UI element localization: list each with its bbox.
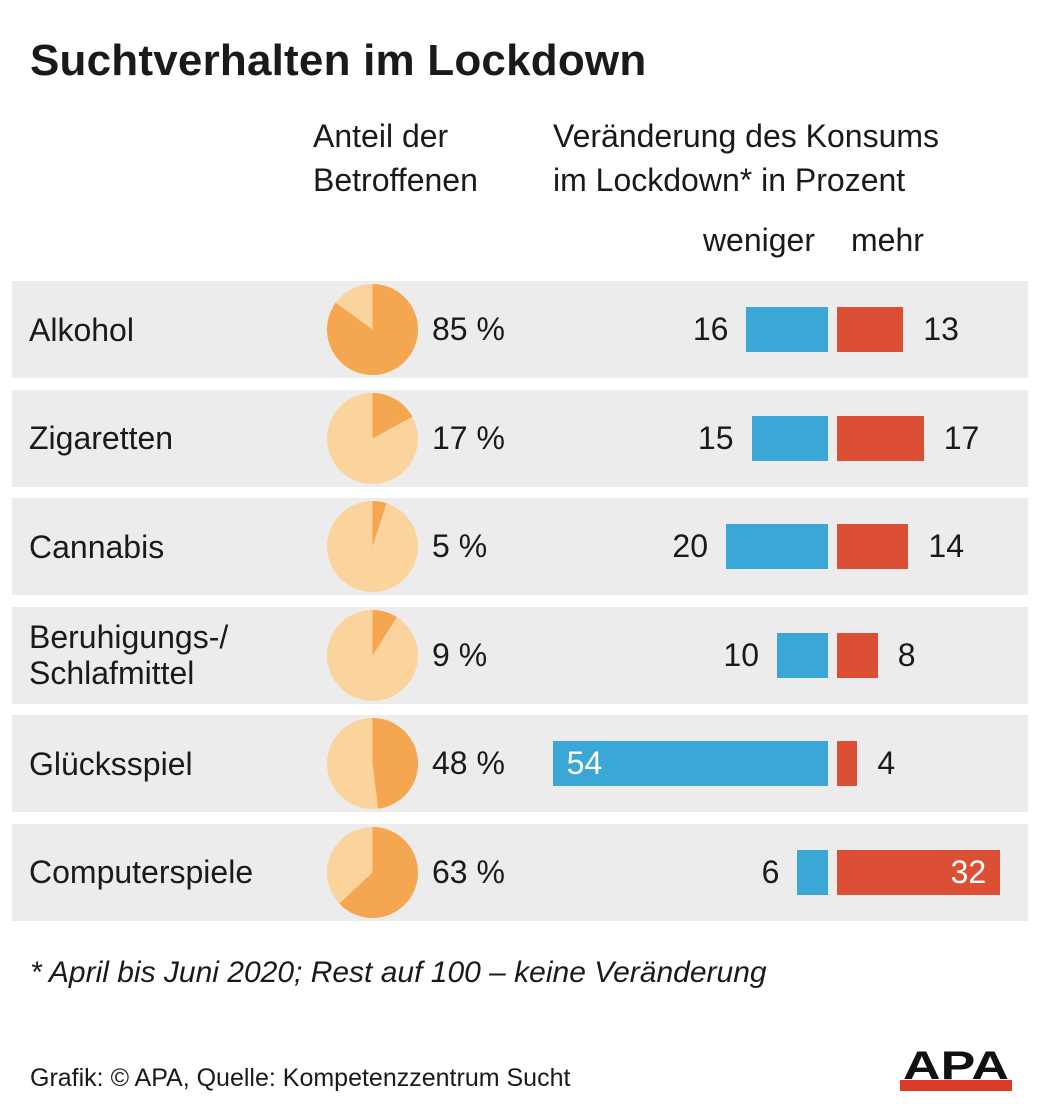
category-label: Computerspiele — [29, 824, 253, 921]
bar-more-value: 8 — [897, 636, 916, 673]
category-label-line: Computerspiele — [29, 854, 254, 890]
bar-less — [726, 524, 828, 569]
pie-share-slice — [372, 392, 413, 438]
bar-less-value: 6 — [761, 853, 780, 890]
bar-more-value: 13 — [923, 311, 959, 347]
bar-less-value: 20 — [672, 528, 708, 564]
bar-more-value: 4 — [877, 745, 896, 781]
category-label-line: Schlafmittel — [29, 655, 195, 691]
bar-less — [777, 632, 828, 678]
category-label-line: Alkohol — [29, 311, 134, 348]
change-column-header: Veränderung des Konsums im Lockdown* in … — [553, 114, 939, 202]
bar-less-value: 16 — [692, 311, 729, 347]
bar-less-value: 10 — [723, 636, 759, 673]
share-pie — [327, 826, 418, 918]
pie-rest-slice — [327, 501, 418, 592]
chart-row: Computerspiele 63 % 6 32 — [12, 823, 1028, 921]
share-header-line-1: Anteil der — [313, 118, 449, 154]
bar-more — [837, 307, 904, 352]
category-label-line: Cannabis — [29, 528, 165, 565]
bar-more — [837, 524, 909, 569]
bar-less — [552, 741, 828, 786]
share-percent-label: 48 % — [432, 745, 505, 781]
bar-more — [837, 849, 1001, 895]
chart-row: Cannabis 5 % 20 14 — [12, 498, 1028, 595]
footnote: * April bis Juni 2020; Rest auf 100 – ke… — [30, 956, 767, 989]
category-label-line: Glücksspiel — [29, 745, 193, 782]
change-header-line-2: im Lockdown* in Prozent — [553, 162, 906, 198]
bar-less — [751, 415, 828, 461]
share-pie — [327, 392, 418, 484]
share-pie — [327, 718, 418, 809]
pie-share-slice — [372, 609, 397, 655]
share-pie — [327, 609, 418, 701]
share-pie — [327, 284, 418, 375]
bar-more — [837, 632, 878, 678]
more-direction-label: mehr — [851, 222, 924, 258]
share-percent-label: 5 % — [432, 528, 488, 564]
chart-row: Beruhigungs-/Schlafmittel 9 % 10 8 — [12, 606, 1028, 704]
category-label: Zigaretten — [29, 390, 173, 487]
bar-less-value: 15 — [697, 419, 734, 456]
bar-more — [837, 741, 858, 786]
chart-row: Glücksspiel 48 % 54 4 — [12, 715, 1028, 812]
pie-rest-slice — [327, 609, 418, 701]
share-percent-label: 85 % — [432, 311, 505, 347]
share-pie — [327, 501, 418, 592]
category-label-line: Beruhigungs-/ — [29, 619, 229, 655]
category-label: Glücksspiel — [29, 715, 193, 812]
bar-more-value: 17 — [943, 419, 980, 456]
source-credit: Grafik: © APA, Quelle: Kompetenzzentrum … — [30, 1064, 571, 1092]
share-percent-label: 17 % — [432, 419, 505, 456]
share-header-line-2: Betroffenen — [313, 162, 478, 198]
change-header-line-1: Veränderung des Konsums — [553, 118, 940, 154]
chart-title: Suchtverhalten im Lockdown — [30, 36, 647, 85]
bar-less — [746, 307, 828, 352]
pie-share-slice — [327, 284, 418, 375]
chart-row: Alkohol 85 % 16 13 — [12, 281, 1028, 378]
bar-more-value: 32 — [950, 853, 987, 890]
bar-more-value: 14 — [928, 528, 964, 564]
pie-share-slice — [372, 718, 418, 809]
chart-row: Zigaretten 17 % 15 17 — [12, 389, 1028, 487]
category-label: Alkohol — [29, 281, 134, 378]
share-column-header: Anteil der Betroffenen — [313, 114, 478, 202]
apa-logo-bar — [900, 1080, 1012, 1091]
share-percent-label: 63 % — [432, 853, 505, 890]
category-label: Beruhigungs-/Schlafmittel — [29, 607, 228, 704]
bar-less — [797, 849, 828, 895]
bar-less-value: 54 — [566, 745, 603, 781]
category-label: Cannabis — [29, 498, 164, 595]
bar-more — [837, 415, 924, 461]
apa-logo: APA — [900, 1046, 1012, 1091]
pie-share-slice — [339, 826, 418, 918]
pie-share-slice — [372, 501, 387, 547]
category-label-line: Zigaretten — [29, 420, 174, 456]
less-direction-label: weniger — [702, 222, 815, 258]
share-percent-label: 9 % — [432, 636, 488, 673]
